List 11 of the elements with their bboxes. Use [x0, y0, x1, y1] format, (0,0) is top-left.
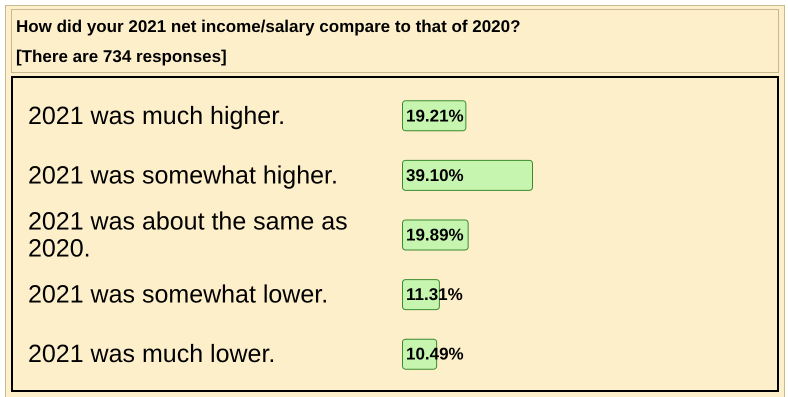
chart-title: How did your 2021 net income/salary compare to that of 2020? — [16, 17, 520, 37]
y-tick-label: 2021 was somewhat higher. — [28, 161, 338, 190]
data-label: 19.21% — [406, 106, 464, 126]
bar — [402, 160, 533, 191]
y-tick-label: 2021 was much higher. — [28, 102, 286, 130]
text: [There are 734 responses] — [16, 47, 227, 67]
y-tick-label: 2021 was about the same as 2020. — [28, 208, 355, 262]
data-label: 39.10% — [406, 166, 464, 185]
y-tick-label: 2021 was much lower. — [28, 340, 276, 368]
y-tick-label: 2021 was somewhat lower. — [28, 280, 328, 309]
data-label: 19.89% — [406, 226, 464, 244]
